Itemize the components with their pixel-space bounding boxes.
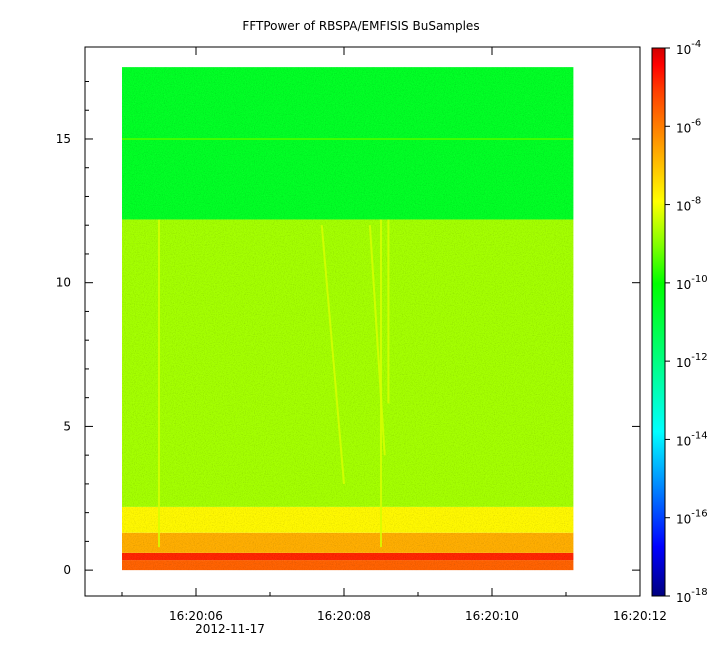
noise-texture xyxy=(122,67,574,571)
plot-area xyxy=(122,67,574,571)
colorbar-tick-label: 10-8 xyxy=(676,196,701,214)
chart-title: FFTPower of RBSPA/EMFISIS BuSamples xyxy=(242,19,479,33)
x-tick-label: 16:20:08 xyxy=(317,609,371,623)
colorbar-tick-label: 10-16 xyxy=(676,509,708,527)
x-tick-label: 16:20:10 xyxy=(465,609,519,623)
colorbar-tick-label: 10-14 xyxy=(676,430,708,448)
y-tick-label: 5 xyxy=(63,419,71,433)
colorbar-tick-label: 10-12 xyxy=(676,352,708,370)
x-date-label: 2012-11-17 xyxy=(195,622,265,636)
axes: 0 5 10 15 16:20:06 16:20:08 16:20:10 16:20:12 xyxy=(56,47,667,623)
colorbar-tick-label: 10-10 xyxy=(676,274,708,292)
colorbar: 10-4 10-6 10-8 10-10 10-12 10-14 10-16 10-18 xyxy=(651,39,708,605)
y-tick-label: 15 xyxy=(56,132,71,146)
wave-burst xyxy=(368,225,386,456)
colorbar-gradient xyxy=(651,47,666,597)
y-tick-label: 0 xyxy=(63,563,71,577)
x-tick-label: 16:20:12 xyxy=(613,609,667,623)
wave-burst xyxy=(320,225,345,484)
colorbar-tick-label: 10-18 xyxy=(676,587,708,605)
colorbar-tick-label: 10-6 xyxy=(676,117,701,135)
x-tick-label: 16:20:06 xyxy=(169,609,223,623)
plot-frame xyxy=(84,46,641,597)
y-tick-label: 10 xyxy=(56,276,71,290)
colorbar-tick-label: 10-4 xyxy=(676,39,701,57)
